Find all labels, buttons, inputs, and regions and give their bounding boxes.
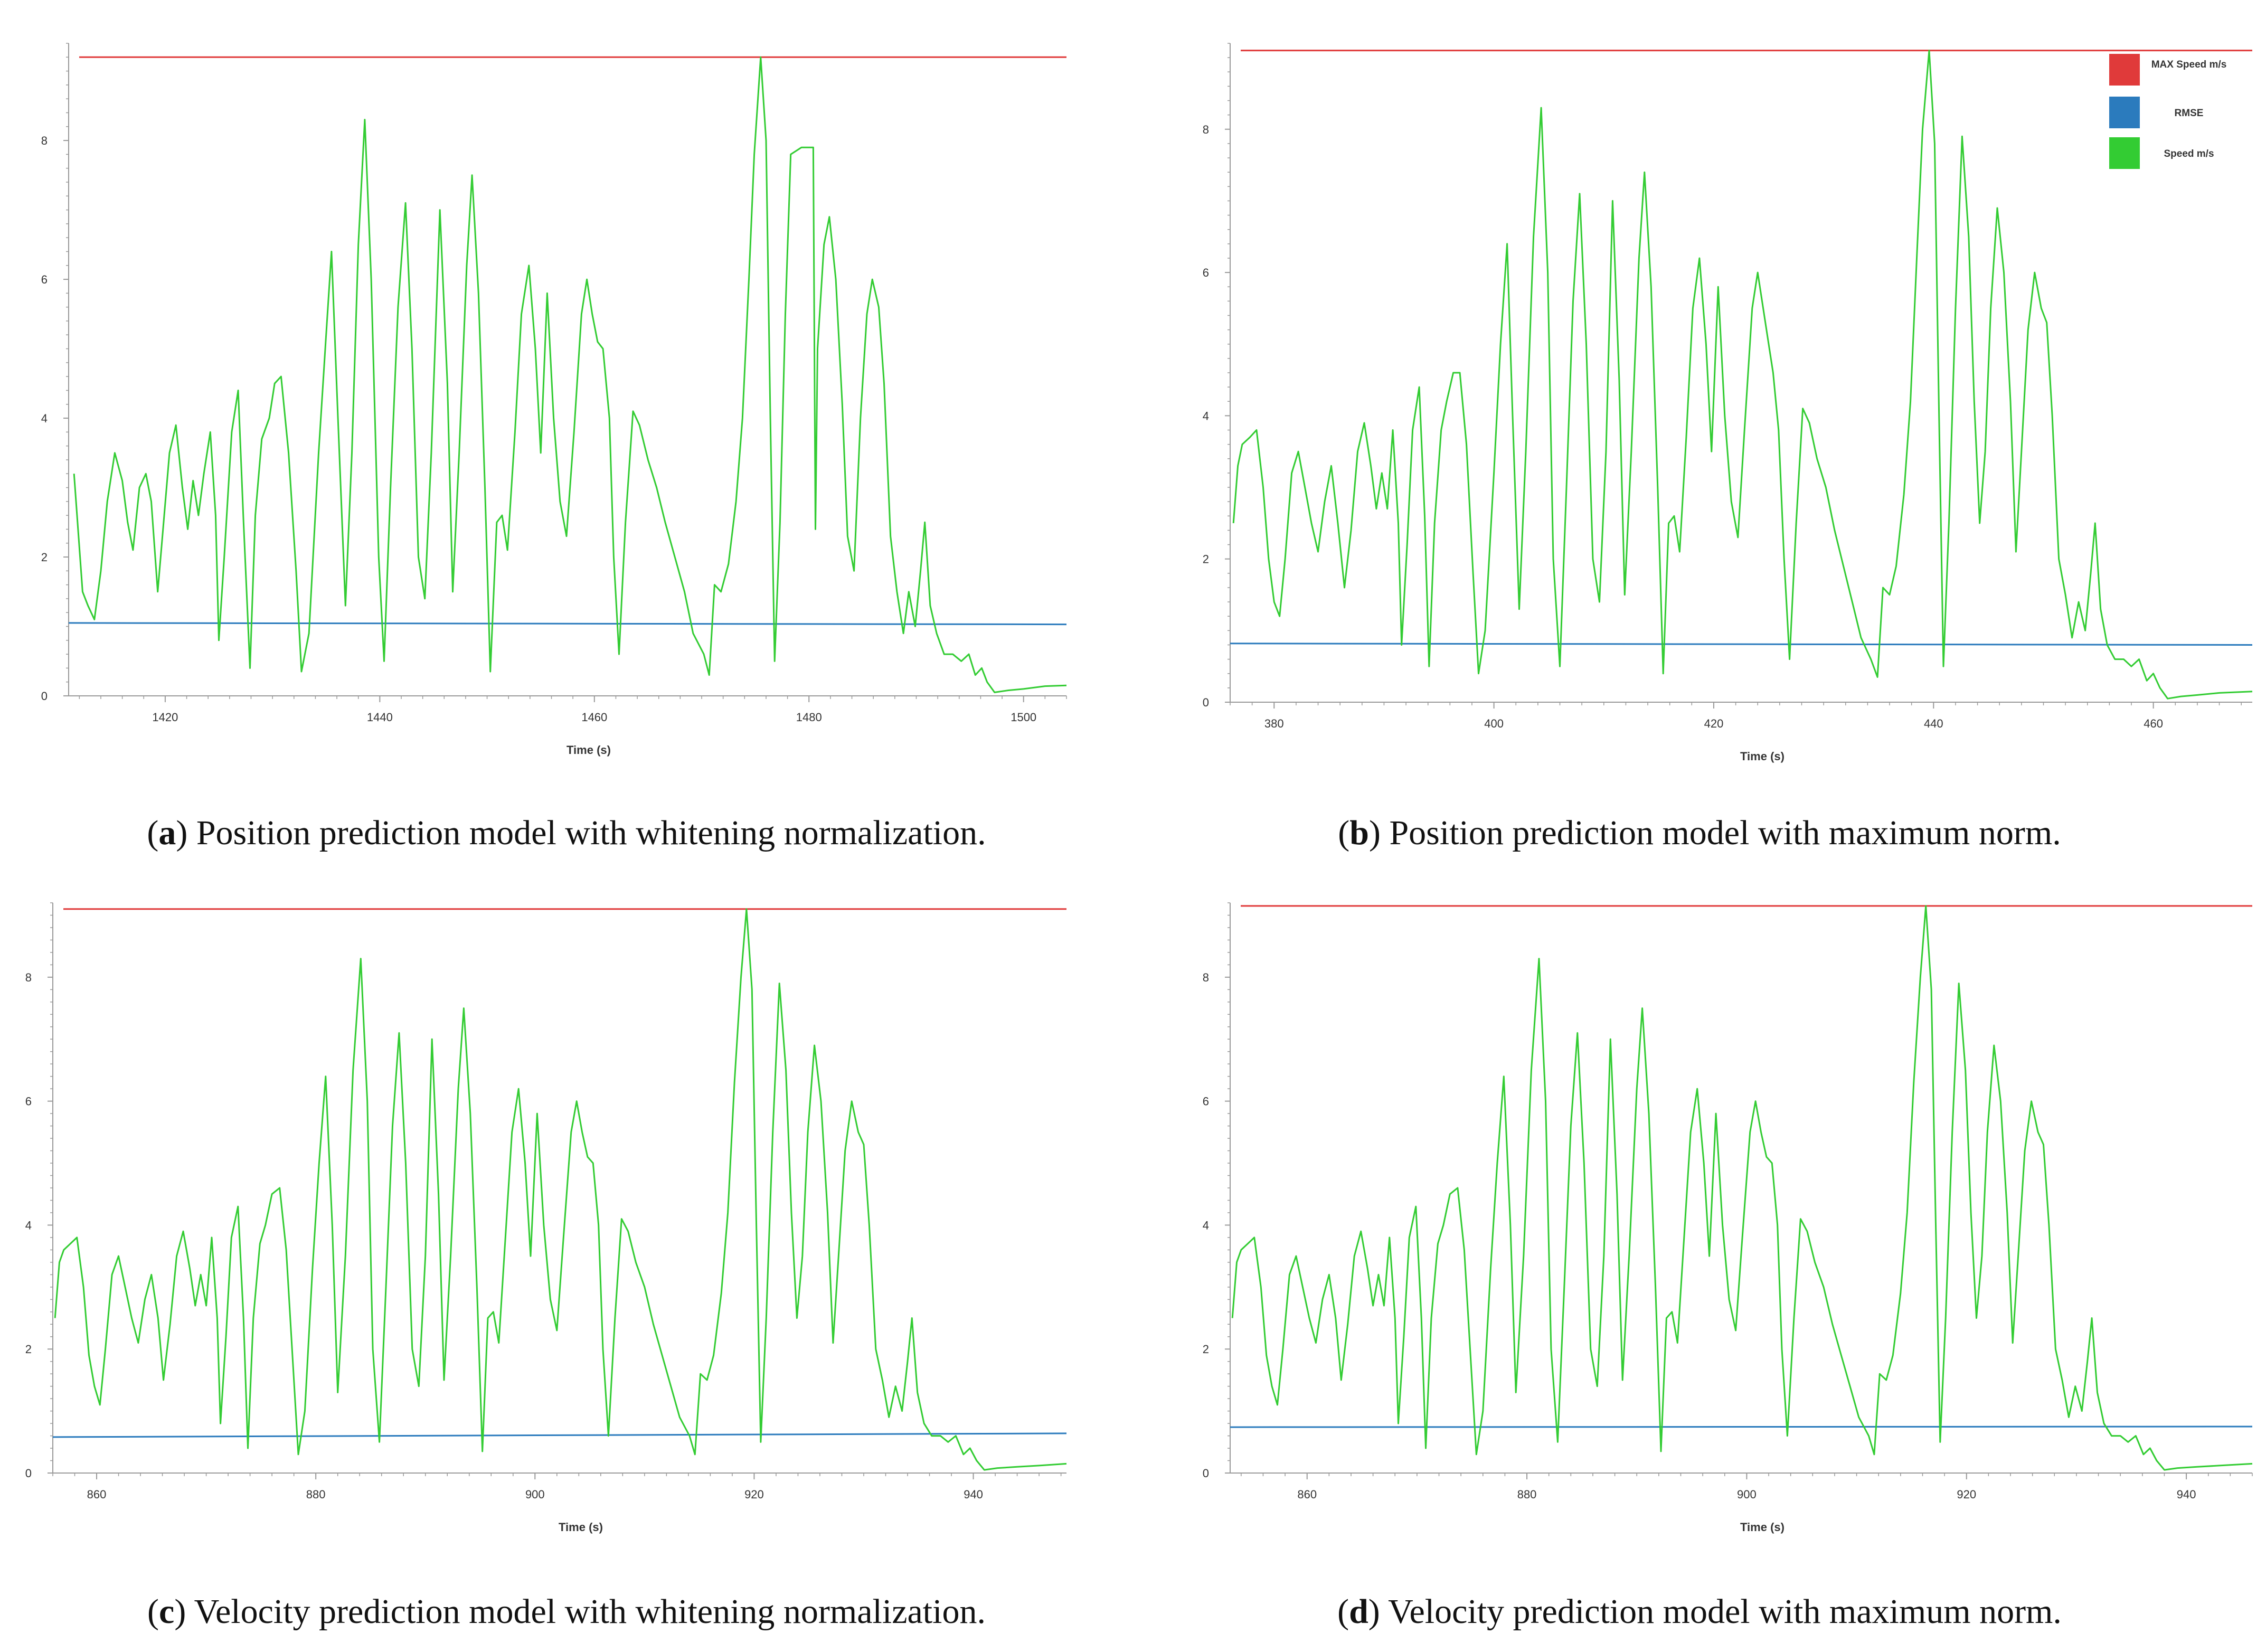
x-tick-label: 920 (1957, 1488, 1976, 1501)
speed-series-line (1231, 905, 2253, 1471)
y-tick-label: 2 (41, 551, 48, 564)
caption-letter: b (1349, 814, 1369, 852)
x-axis-title: Time (s) (1740, 750, 1785, 763)
chart-d: 0 2 4 6 8 860 880 900 920 940 Time (s) (1203, 902, 2253, 1534)
speed-series-line (73, 56, 1067, 693)
y-tick-label: 8 (1203, 123, 1209, 136)
x-axis-title: Time (s) (559, 1521, 603, 1534)
x-tick-label: 400 (1484, 717, 1504, 730)
caption-c: (c) Velocity prediction model with white… (147, 1592, 986, 1631)
x-tick-label: 1460 (581, 711, 607, 724)
x-tick-label: 1500 (1011, 711, 1036, 724)
x-tick-label: 940 (2177, 1488, 2196, 1501)
x-tick-label: 1440 (367, 711, 393, 724)
y-tick-label: 2 (1203, 1343, 1209, 1356)
chart-a: 0 2 4 6 8 1420 1440 1460 1480 1500 Time (s) (41, 43, 1067, 757)
y-tick-label: 6 (41, 273, 48, 286)
rmse-line (68, 622, 1067, 626)
caption-text: Velocity prediction model with whitening… (194, 1592, 986, 1631)
y-tick-label: 6 (1203, 266, 1209, 279)
x-tick-label: 420 (1704, 717, 1724, 730)
caption-text: Position prediction model with whitening… (196, 814, 986, 852)
panel-c: 0 2 4 6 8 860 880 900 920 940 Time (s) (c) Velocit… (0, 871, 1133, 1652)
y-tick-label: 0 (25, 1467, 32, 1480)
y-tick-label: 6 (1203, 1095, 1209, 1108)
y-tick-label: 0 (1203, 696, 1209, 709)
y-tick-label: 8 (41, 134, 48, 147)
chart-b: 0 2 4 6 8 380 400 420 440 460 Time (s) (1203, 43, 2253, 763)
panel-d: 0 2 4 6 8 860 880 900 920 940 Time (s) (d) Velocit… (1133, 871, 2266, 1652)
x-tick-label: 900 (525, 1488, 545, 1501)
panel-b: 0 2 4 6 8 380 400 420 440 460 Time (s) MAX Speed m… (1133, 0, 2266, 871)
panel-a: 0 2 4 6 8 1420 1440 1460 1480 1500 Time (s) (a) Po… (0, 0, 1133, 871)
caption-text: Position prediction model with maximum n… (1389, 814, 2061, 852)
y-tick-label: 0 (41, 690, 48, 703)
y-tick-label: 6 (25, 1095, 32, 1108)
y-tick-label: 2 (25, 1343, 32, 1356)
rmse-line (52, 1432, 1067, 1438)
x-tick-label: 460 (2144, 717, 2163, 730)
speed-series-line (1232, 50, 2253, 700)
y-tick-label: 4 (1203, 409, 1209, 422)
x-tick-label: 940 (964, 1488, 983, 1501)
x-tick-label: 860 (1297, 1488, 1317, 1501)
y-tick-label: 2 (1203, 553, 1209, 566)
y-tick-label: 8 (1203, 971, 1209, 984)
caption-b: (b) Position prediction model with maxim… (1338, 814, 2061, 852)
x-axis-title: Time (s) (566, 743, 611, 757)
x-tick-label: 880 (1517, 1488, 1537, 1501)
x-tick-label: 440 (1924, 717, 1943, 730)
x-tick-label: 920 (744, 1488, 764, 1501)
x-tick-label: 860 (87, 1488, 107, 1501)
x-axis-title: Time (s) (1740, 1521, 1785, 1534)
speed-series-line (54, 908, 1067, 1471)
caption-a: (a) Position prediction model with white… (147, 814, 986, 852)
y-tick-label: 0 (1203, 1467, 1209, 1480)
x-tick-label: 900 (1737, 1488, 1757, 1501)
y-tick-label: 4 (25, 1219, 32, 1232)
y-tick-label: 8 (25, 971, 32, 984)
x-tick-label: 1420 (152, 711, 178, 724)
x-tick-label: 1480 (796, 711, 822, 724)
y-tick-label: 4 (1203, 1219, 1209, 1232)
caption-d: (d) Velocity prediction model with maxim… (1337, 1592, 2062, 1631)
caption-letter: c (159, 1592, 175, 1631)
x-tick-label: 880 (306, 1488, 326, 1501)
rmse-line (1230, 643, 2253, 646)
caption-letter: d (1349, 1592, 1368, 1631)
caption-letter: a (158, 814, 176, 852)
chart-c: 0 2 4 6 8 860 880 900 920 940 Time (s) (25, 902, 1067, 1534)
y-tick-label: 4 (41, 412, 48, 425)
x-tick-label: 380 (1264, 717, 1284, 730)
caption-text: Velocity prediction model with maximum n… (1388, 1592, 2062, 1631)
